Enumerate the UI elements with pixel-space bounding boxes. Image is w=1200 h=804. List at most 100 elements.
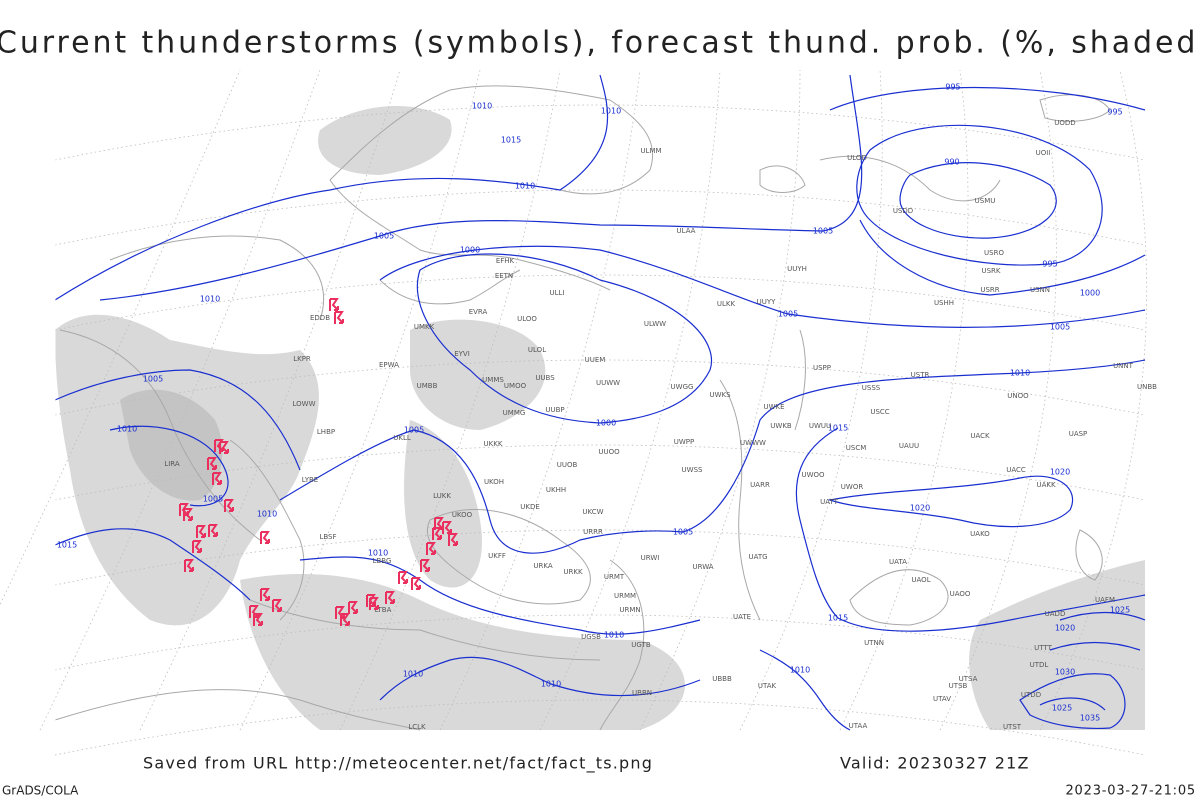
isobar-label: 1005 bbox=[673, 528, 693, 537]
station-code: UATE bbox=[733, 613, 751, 621]
station-code: ULKK bbox=[717, 300, 736, 308]
isobar-label: 995 bbox=[1107, 108, 1122, 117]
thunderstorm-symbol bbox=[212, 472, 222, 485]
thunderstorm-symbol bbox=[442, 521, 452, 534]
isobar bbox=[379, 656, 701, 701]
coastline bbox=[759, 165, 806, 193]
station-code: EYVI bbox=[454, 350, 470, 358]
station-code: USRK bbox=[981, 267, 1000, 275]
graticule-line bbox=[939, 69, 1057, 731]
isobar-label: 1005 bbox=[813, 227, 833, 236]
isobar bbox=[856, 124, 1103, 266]
station-code: UTAA bbox=[849, 722, 868, 730]
isobar bbox=[109, 425, 229, 507]
isobar-label: 1015 bbox=[828, 614, 848, 623]
isobar-label: 1035 bbox=[1080, 714, 1100, 723]
isobar bbox=[795, 427, 1146, 632]
thunderstorm-symbol bbox=[348, 601, 358, 614]
station-code: USSS bbox=[862, 384, 881, 392]
thunderstorm-symbol bbox=[192, 540, 202, 553]
station-code: LIRA bbox=[164, 460, 180, 468]
isobar bbox=[379, 245, 1146, 328]
graticule-line bbox=[639, 69, 801, 731]
isobar-label: 1010 bbox=[601, 107, 621, 116]
station-code: UWOO bbox=[801, 471, 825, 479]
isobar-label: 1010 bbox=[117, 425, 137, 434]
graticule-line bbox=[339, 69, 561, 731]
isobar-label: 1005 bbox=[203, 495, 223, 504]
thunderstorm-symbol bbox=[249, 605, 259, 618]
thunderstorm-symbol bbox=[260, 531, 270, 544]
station-code: UADD bbox=[1045, 610, 1066, 618]
valid-time: Valid: 20230327 21Z bbox=[840, 754, 1030, 773]
thunderstorm-symbol bbox=[335, 606, 345, 619]
station-code: UNBB bbox=[1137, 383, 1157, 391]
station-code: UUOB bbox=[557, 461, 578, 469]
station-code: UACK bbox=[970, 432, 990, 440]
station-code: UWKE bbox=[763, 403, 784, 411]
station-code: UAUU bbox=[899, 442, 919, 450]
station-code: UATA bbox=[889, 558, 907, 566]
thunderstorm-symbol bbox=[385, 591, 395, 604]
isobar bbox=[416, 253, 712, 424]
station-code: UTTT bbox=[1034, 644, 1052, 652]
station-code: UBBB bbox=[712, 675, 732, 683]
station-code: USRO bbox=[984, 249, 1004, 257]
graticule-line bbox=[139, 69, 401, 731]
station-code: UWWW bbox=[740, 439, 766, 447]
station-code: EPWA bbox=[379, 361, 399, 369]
station-code: UUYY bbox=[757, 298, 777, 306]
isobar-label: 1000 bbox=[460, 246, 480, 255]
station-code: UATG bbox=[748, 553, 767, 561]
isobar-label: 1020 bbox=[1050, 468, 1070, 477]
station-code: UUWW bbox=[596, 379, 620, 387]
station-code: UAOL bbox=[911, 576, 930, 584]
station-code: UWUU bbox=[809, 422, 831, 430]
thunderstorm-symbol bbox=[340, 613, 350, 626]
thunderstorm-symbol bbox=[426, 542, 436, 555]
graticule-line bbox=[54, 359, 1146, 416]
station-code: UTDD bbox=[1021, 691, 1041, 699]
station-code: USDD bbox=[893, 207, 913, 215]
isobar bbox=[829, 86, 1146, 296]
station-code: UUBP bbox=[545, 406, 564, 414]
coastline bbox=[329, 179, 611, 291]
thunderstorm-symbol bbox=[196, 525, 206, 538]
station-code: LUKK bbox=[433, 492, 451, 500]
coastline bbox=[54, 689, 421, 731]
thunderstorm-symbol bbox=[184, 559, 194, 572]
station-code: UMOO bbox=[504, 382, 527, 390]
station-code: UATT bbox=[820, 498, 839, 506]
station-code: URKK bbox=[563, 568, 583, 576]
graticule-line bbox=[54, 529, 1146, 586]
graticule-line bbox=[54, 699, 1146, 756]
isobar-label: 1010 bbox=[257, 510, 277, 519]
coastline bbox=[109, 235, 325, 321]
thunderstorm-symbol bbox=[334, 311, 344, 324]
isobar-label: 1010 bbox=[604, 631, 624, 640]
shade-area bbox=[404, 420, 482, 588]
station-code: ULLI bbox=[550, 289, 565, 297]
station-code: UAKK bbox=[1036, 481, 1056, 489]
thunderstorm-symbol bbox=[183, 508, 193, 521]
thunderstorm-symbol bbox=[224, 499, 234, 512]
coastline bbox=[1075, 529, 1103, 581]
station-code: LOWW bbox=[292, 400, 315, 408]
station-code: UWPP bbox=[674, 438, 695, 446]
isobar-label: 1005 bbox=[778, 310, 798, 319]
station-code: UASP bbox=[1069, 430, 1088, 438]
station-code: LBSF bbox=[319, 533, 336, 541]
station-code: USMU bbox=[975, 197, 996, 205]
isobar-label: 1010 bbox=[515, 182, 535, 191]
thunderstorm-symbol bbox=[448, 533, 458, 546]
station-code: URWI bbox=[641, 554, 660, 562]
station-code: URMM bbox=[614, 592, 636, 600]
isobar bbox=[827, 475, 1074, 528]
station-code: LYBE bbox=[302, 476, 318, 484]
station-code: UTNN bbox=[864, 639, 884, 647]
thunderstorm-symbol bbox=[179, 503, 189, 516]
station-code: UNOO bbox=[1007, 392, 1029, 400]
isobar bbox=[1019, 611, 1146, 729]
coastline bbox=[249, 599, 601, 661]
